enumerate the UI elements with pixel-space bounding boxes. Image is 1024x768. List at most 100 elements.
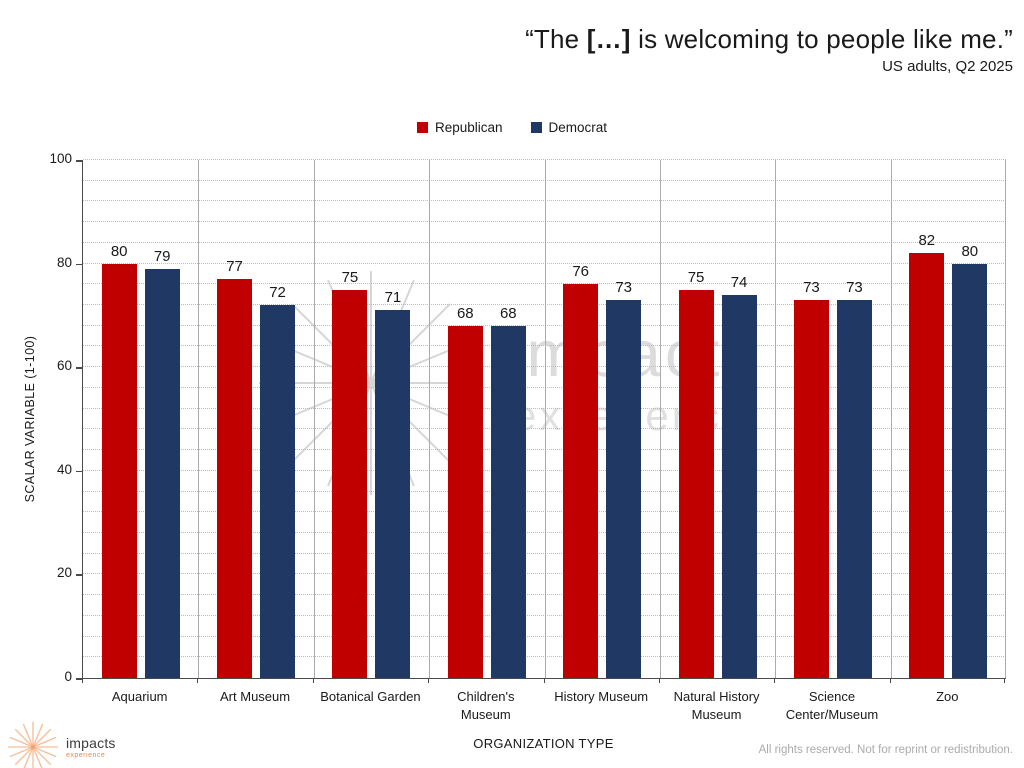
bar-republican-children-s-museum: 68 xyxy=(447,305,483,678)
y-tick-mark xyxy=(76,263,82,266)
bar-republican-aquarium: 80 xyxy=(101,243,137,678)
bar-democrat-natural-history-museum: 74 xyxy=(721,274,757,678)
y-tick-label: 20 xyxy=(56,565,72,581)
bar-value-label: 82 xyxy=(918,232,936,250)
bar-group-botanical-garden: 75 71 xyxy=(314,160,429,678)
category-separator xyxy=(429,160,431,678)
bar-value-label: 80 xyxy=(961,242,979,260)
bar-democrat-botanical-garden: 71 xyxy=(375,289,411,678)
y-tick-mark xyxy=(76,678,82,680)
y-tick-mark xyxy=(76,574,82,576)
x-tick-mark xyxy=(774,679,776,683)
legend-item-republican: Republican xyxy=(416,120,503,135)
legend-item-democrat: Democrat xyxy=(530,120,608,135)
category-separator xyxy=(1005,160,1006,678)
category-column-natural-history-museum: 75 74 xyxy=(660,160,775,678)
plot-area: impacts experience 807977727571686876737… xyxy=(82,159,1006,679)
legend: Republican Democrat xyxy=(0,120,1024,135)
x-tick-label-children-s-museum: Children's Museum xyxy=(457,689,515,722)
legend-label: Democrat xyxy=(548,120,608,135)
category-separator xyxy=(775,160,777,678)
legend-swatch-democrat xyxy=(530,122,542,133)
copyright-notice: All rights reserved. Not for reprint or … xyxy=(758,744,1013,756)
legend-label: Republican xyxy=(434,120,503,135)
x-tick-mark xyxy=(658,679,660,683)
bar-republican-science-center-museum: 73 xyxy=(793,279,829,678)
bar-group-natural-history-museum: 75 74 xyxy=(660,160,775,678)
bar-group-zoo: 82 80 xyxy=(891,160,1006,678)
category-column-science-center-museum: 73 73 xyxy=(775,160,890,678)
y-tick-mark xyxy=(76,160,82,162)
y-axis-tick-marks xyxy=(76,160,82,680)
y-tick-label: 100 xyxy=(49,151,72,166)
x-tick-label-science-center-museum: Science Center/Museum xyxy=(785,689,879,722)
category-separator xyxy=(313,160,315,678)
impacts-logo-starburst-icon xyxy=(7,721,59,768)
bar-value-label: 74 xyxy=(730,273,748,291)
bar-group-history-museum: 76 73 xyxy=(545,160,660,678)
x-tick-label-zoo: Zoo xyxy=(936,689,959,704)
y-tick-label: 40 xyxy=(56,461,72,477)
bar-value-label: 75 xyxy=(341,268,359,286)
bar-democrat-science-center-museum: 73 xyxy=(836,279,872,678)
bar-republican-zoo: 82 xyxy=(909,232,945,678)
chart-subtitle: US adults, Q2 2025 xyxy=(882,58,1013,75)
bar-group-aquarium: 80 79 xyxy=(83,160,198,678)
bar-republican-natural-history-museum: 75 xyxy=(678,269,714,678)
y-tick-mark xyxy=(76,367,82,369)
chart-title: “The […] is welcoming to people like me.… xyxy=(525,24,1013,55)
x-tick-mark xyxy=(312,679,314,683)
x-tick-label-natural-history-museum: Natural History Museum xyxy=(673,689,760,722)
bar-value-label: 77 xyxy=(226,258,243,276)
bar-democrat-aquarium: 79 xyxy=(144,248,180,678)
x-tick-mark xyxy=(543,679,545,683)
bar-value-label: 68 xyxy=(499,304,517,322)
y-tick-label: 0 xyxy=(64,669,72,684)
bar-republican-botanical-garden: 75 xyxy=(332,269,368,678)
bar-republican-history-museum: 76 xyxy=(563,263,599,678)
category-column-art-museum: 77 72 xyxy=(198,160,313,678)
x-tick-mark xyxy=(197,679,199,683)
category-separator xyxy=(544,160,546,678)
bar-value-label: 79 xyxy=(153,247,171,265)
bar-democrat-children-s-museum: 68 xyxy=(490,305,526,678)
chart-title-prefix: “The xyxy=(525,24,587,54)
bar-value-label: 68 xyxy=(456,304,474,322)
bar-value-label: 72 xyxy=(269,284,286,302)
category-column-history-museum: 76 73 xyxy=(545,160,660,678)
bar-republican-art-museum: 77 xyxy=(217,258,253,678)
footer-logo-text: impacts experience xyxy=(66,735,116,759)
footer-logo-tagline: experience xyxy=(66,752,106,759)
y-tick-label: 80 xyxy=(56,254,72,270)
bar-democrat-zoo: 80 xyxy=(952,243,988,678)
bar-value-label: 80 xyxy=(110,242,128,260)
x-tick-mark xyxy=(889,679,891,683)
category-separator xyxy=(198,160,200,678)
bar-value-label: 71 xyxy=(384,289,402,307)
gridline xyxy=(83,159,1006,160)
bar-group-science-center-museum: 73 73 xyxy=(775,160,890,678)
chart-title-suffix: is welcoming to people like me.” xyxy=(630,24,1013,54)
category-column-botanical-garden: 75 71 xyxy=(314,160,429,678)
x-axis-tick-marks xyxy=(82,679,1005,684)
category-column-zoo: 82 80 xyxy=(891,160,1006,678)
bar-democrat-history-museum: 73 xyxy=(606,279,642,678)
x-tick-mark xyxy=(82,679,83,683)
x-axis-title: ORGANIZATION TYPE xyxy=(473,736,614,751)
x-tick-label-history-museum: History Museum xyxy=(554,689,649,704)
bar-value-label: 76 xyxy=(572,263,590,281)
category-column-aquarium: 80 79 xyxy=(83,160,198,678)
title-block: “The […] is welcoming to people like me.… xyxy=(525,24,1013,75)
bar-value-label: 73 xyxy=(615,278,633,296)
bar-democrat-art-museum: 72 xyxy=(260,284,296,678)
bar-value-label: 75 xyxy=(687,268,705,286)
x-tick-label-art-museum: Art Museum xyxy=(220,689,291,704)
chart-title-bracket: […] xyxy=(586,24,631,54)
x-tick-label-botanical-garden: Botanical Garden xyxy=(320,689,421,704)
x-tick-label-aquarium: Aquarium xyxy=(111,689,168,704)
footer-logo: impacts experience xyxy=(6,720,116,768)
footer-logo-name: impacts xyxy=(66,735,116,751)
category-separator xyxy=(659,160,661,678)
y-tick-mark xyxy=(76,470,82,473)
